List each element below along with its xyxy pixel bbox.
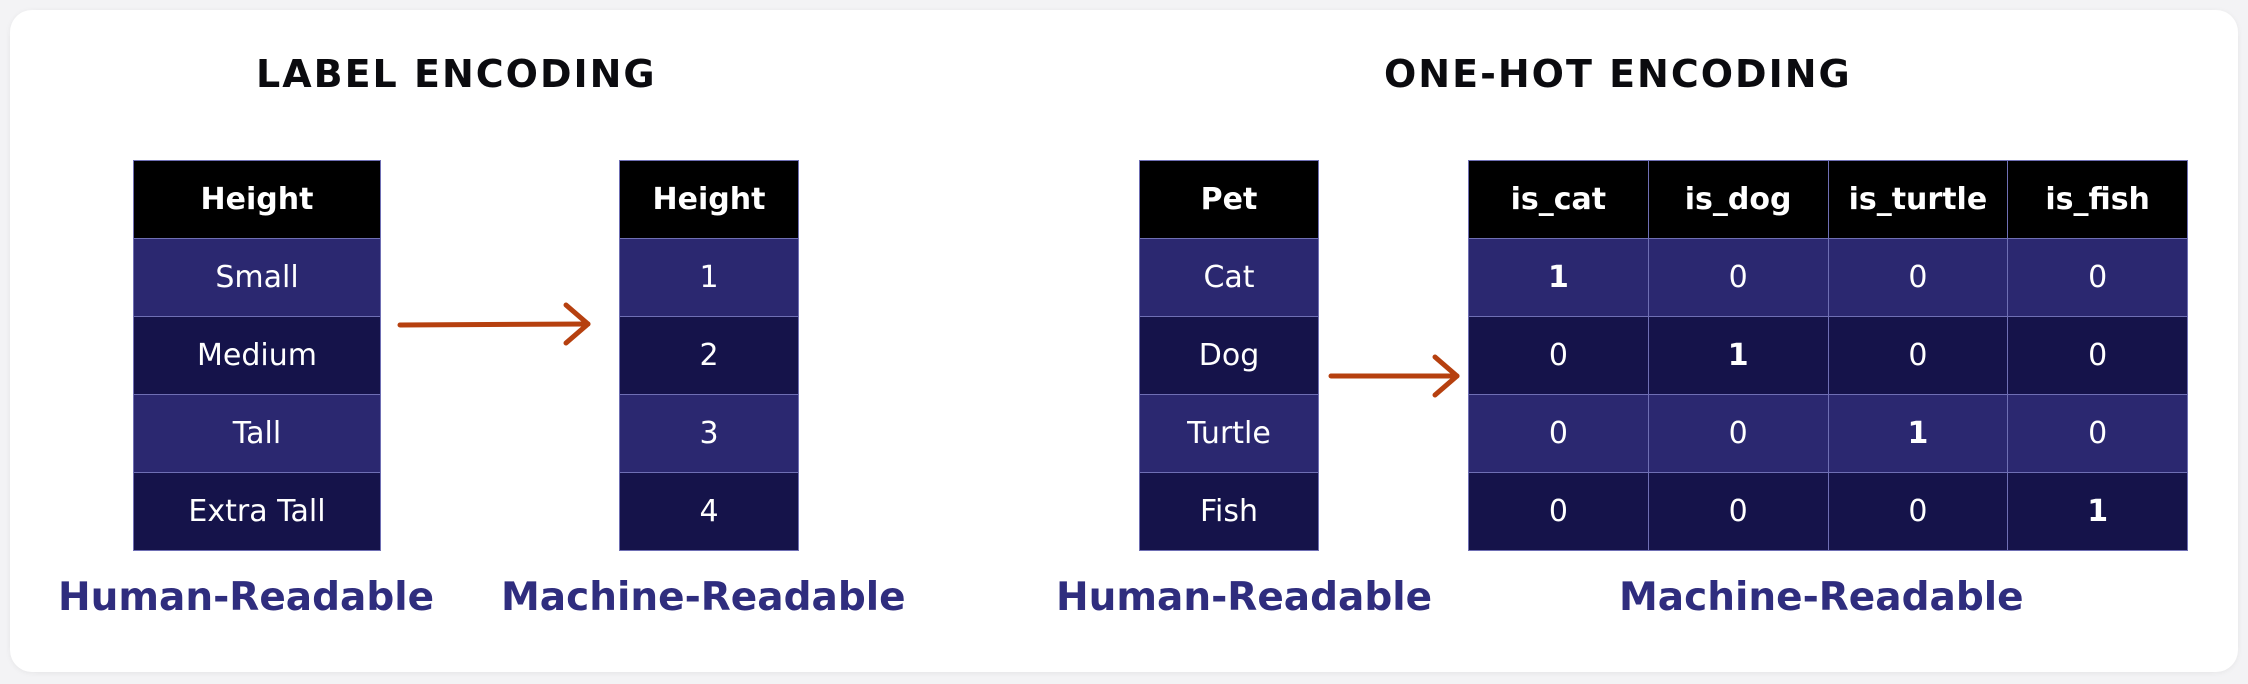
one-hot-encoding-title: ONE-HOT ENCODING — [1384, 52, 1852, 96]
table-cell: Turtle — [1139, 394, 1319, 473]
table-cell: 0 — [1827, 472, 2009, 551]
table-cell: Fish — [1139, 472, 1319, 551]
table-cell: 4 — [619, 472, 799, 551]
table-cell: Dog — [1139, 316, 1319, 395]
table-cell: 1 — [2007, 472, 2188, 551]
table-cell: 0 — [1647, 394, 1829, 473]
table-cell: 1 — [1468, 238, 1649, 317]
label-human-table: Height Small Medium Tall Extra Tall — [133, 160, 381, 551]
table-cell: 3 — [619, 394, 799, 473]
table-cell: Tall — [133, 394, 381, 473]
table-cell: 1 — [1647, 316, 1829, 395]
table-cell: 0 — [1647, 472, 1829, 551]
table-cell: 0 — [2007, 316, 2188, 395]
table-cell: Medium — [133, 316, 381, 395]
table-cell: 0 — [1647, 238, 1829, 317]
column-header-is-cat: is_cat — [1468, 160, 1649, 239]
onehot-human-caption: Human-Readable — [1056, 575, 1433, 620]
table-cell: Extra Tall — [133, 472, 381, 551]
label-machine-caption: Machine-Readable — [501, 575, 906, 620]
table-cell: 2 — [619, 316, 799, 395]
one-hot-encoding-arrow-icon — [1328, 354, 1460, 398]
table-row: 1 0 0 0 — [1468, 238, 2188, 317]
table-cell: 1 — [619, 238, 799, 317]
onehot-human-table: Pet Cat Dog Turtle Fish — [1139, 160, 1319, 551]
label-encoding-title: LABEL ENCODING — [256, 52, 657, 96]
table-cell: 0 — [1827, 238, 2009, 317]
label-human-caption: Human-Readable — [58, 575, 435, 620]
table-cell: 0 — [2007, 238, 2188, 317]
table-row: 0 0 1 0 — [1468, 394, 2188, 473]
column-header-is-turtle: is_turtle — [1827, 160, 2009, 239]
label-human-header: Height — [133, 160, 381, 239]
column-header-is-fish: is_fish — [2007, 160, 2188, 239]
onehot-machine-table: is_cat is_dog is_turtle is_fish 1 0 0 0 … — [1468, 160, 2188, 551]
table-cell: 0 — [1468, 472, 1649, 551]
table-cell: 0 — [1468, 394, 1649, 473]
onehot-machine-caption: Machine-Readable — [1619, 575, 2024, 620]
table-row: 0 1 0 0 — [1468, 316, 2188, 395]
table-cell: Cat — [1139, 238, 1319, 317]
table-cell: 1 — [1827, 394, 2009, 473]
label-encoding-arrow-icon — [397, 302, 591, 346]
onehot-human-header: Pet — [1139, 160, 1319, 239]
table-cell: 0 — [2007, 394, 2188, 473]
label-machine-table: Height 1 2 3 4 — [619, 160, 799, 551]
table-cell: 0 — [1827, 316, 2009, 395]
column-header-is-dog: is_dog — [1647, 160, 1829, 239]
table-cell: 0 — [1468, 316, 1649, 395]
table-cell: Small — [133, 238, 381, 317]
label-machine-header: Height — [619, 160, 799, 239]
table-row: 0 0 0 1 — [1468, 472, 2188, 551]
